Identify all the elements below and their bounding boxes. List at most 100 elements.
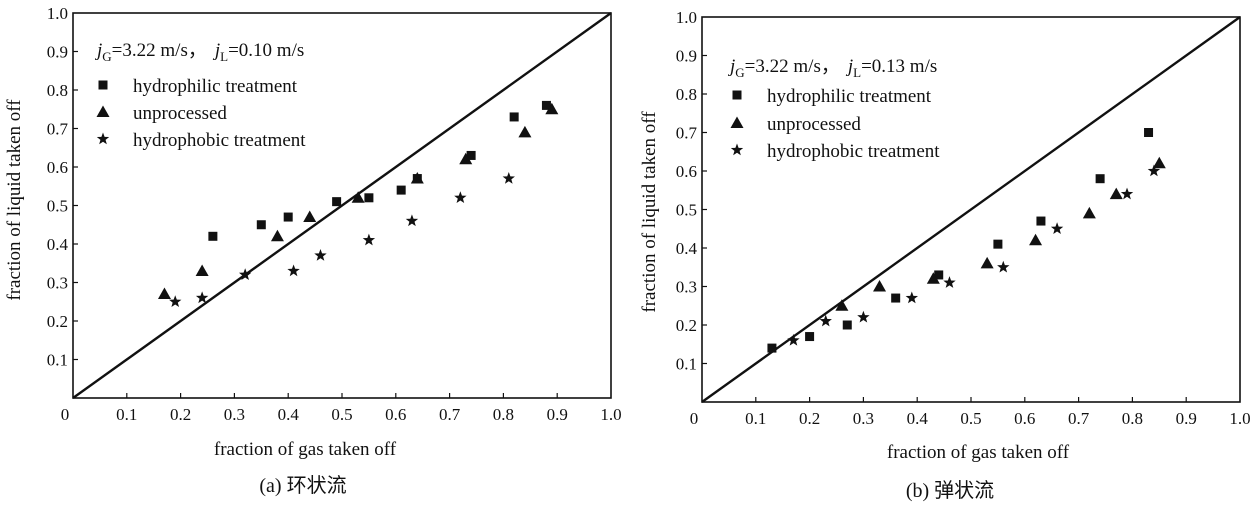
point-star xyxy=(1050,222,1064,235)
point-triangle xyxy=(303,210,317,223)
x-tick-label: 0.4 xyxy=(907,409,929,428)
x-tick-label: 0.8 xyxy=(493,405,514,424)
point-square xyxy=(1036,216,1046,226)
point-square xyxy=(283,212,293,222)
triangle-icon xyxy=(96,105,110,117)
y-tick-label: 0.7 xyxy=(676,124,698,143)
point-triangle xyxy=(351,191,365,203)
point-star xyxy=(238,268,252,281)
point-star xyxy=(905,291,918,304)
x-tick-label: 0.2 xyxy=(170,405,191,424)
x-tick-label: 0.1 xyxy=(745,409,766,428)
jg-value: =3.22 m/s， xyxy=(745,56,840,77)
jg-subscript: G xyxy=(102,49,111,64)
y-tick-label: 0.9 xyxy=(676,47,697,66)
jg-subscript: G xyxy=(735,65,744,80)
point-star xyxy=(787,333,800,346)
jl-symbol: j xyxy=(212,40,220,61)
legend-star-icon xyxy=(730,143,744,156)
y-tick-label: 0.4 xyxy=(47,235,69,254)
x-tick-label: 0.9 xyxy=(547,405,568,424)
point-square xyxy=(993,239,1003,249)
point-triangle xyxy=(545,102,559,115)
point-square xyxy=(256,220,266,230)
point-square xyxy=(396,185,406,195)
x-tick-label: 0.5 xyxy=(960,409,981,428)
y-tick-label: 0.8 xyxy=(676,85,697,104)
legend-label-hydrophobic: hydrophobic treatment xyxy=(133,130,306,151)
legend-triangle-icon xyxy=(96,105,110,117)
x-tick-label: 0 xyxy=(61,405,70,424)
triangle-icon xyxy=(730,116,744,128)
point-star xyxy=(169,295,182,308)
legend-label-hydrophobic: hydrophobic treatment xyxy=(767,141,940,162)
point-square xyxy=(332,197,342,207)
data-marks xyxy=(767,128,1166,353)
point-triangle xyxy=(270,229,284,242)
legend: hydrophilic treatment unprocessed hydrop… xyxy=(730,86,940,162)
y-tick-label: 1.0 xyxy=(47,4,68,23)
legend-square-icon xyxy=(98,80,108,90)
jl-subscript: L xyxy=(853,65,861,80)
x-tick-label: 0.6 xyxy=(385,405,406,424)
diagonal-line xyxy=(701,16,1241,403)
x-tick-label: 1.0 xyxy=(600,405,621,424)
jg-symbol: j xyxy=(727,56,735,77)
y-tick-label: 0.1 xyxy=(676,355,697,374)
x-tick-label: 0.8 xyxy=(1122,409,1143,428)
y-tick-label: 0.5 xyxy=(47,197,68,216)
point-triangle xyxy=(926,272,940,284)
jl-subscript: L xyxy=(220,49,228,64)
y-tick-label: 0.6 xyxy=(676,162,697,181)
jl-symbol: j xyxy=(845,56,853,77)
data-marks xyxy=(157,100,559,308)
legend: hydrophilic treatment unprocessed hydrop… xyxy=(96,76,306,151)
jl-value: =0.13 m/s xyxy=(861,56,937,77)
x-axis-title: fraction of gas taken off xyxy=(214,439,397,460)
jl-value: =0.10 m/s xyxy=(228,40,304,61)
point-square xyxy=(934,270,944,280)
legend-label-unprocessed: unprocessed xyxy=(133,103,227,124)
x-tick-label: 0.9 xyxy=(1176,409,1197,428)
ticks: 0 0.1 0.2 0.3 0.4 0.5 0.6 0.7 0.8 0.9 1.0 0.1 0.2 0.3… xyxy=(676,8,1251,428)
x-tick-label: 0 xyxy=(690,409,699,428)
y-tick-label: 0.3 xyxy=(676,278,697,297)
jg-value: =3.22 m/s， xyxy=(112,40,207,61)
y-axis-title: fraction of liquid taken off xyxy=(639,111,660,313)
point-star xyxy=(362,233,376,246)
x-tick-label: 0.1 xyxy=(116,405,137,424)
point-square xyxy=(805,332,815,342)
y-tick-label: 0.9 xyxy=(47,43,68,62)
y-tick-label: 0.5 xyxy=(676,201,697,220)
point-square xyxy=(208,231,218,241)
legend-label-unprocessed: unprocessed xyxy=(767,114,861,135)
y-tick-label: 0.3 xyxy=(47,274,68,293)
point-triangle xyxy=(1109,187,1123,200)
point-square xyxy=(364,193,374,203)
legend-label-hydrophilic: hydrophilic treatment xyxy=(767,86,932,107)
y-tick-label: 0.8 xyxy=(47,81,68,100)
point-star xyxy=(1120,187,1134,200)
caption: (b) 弹状流 xyxy=(906,479,994,502)
x-tick-label: 0.3 xyxy=(853,409,874,428)
point-square xyxy=(842,320,852,330)
point-square xyxy=(1144,128,1154,137)
legend-square-icon xyxy=(732,90,742,100)
point-square xyxy=(891,293,901,303)
y-axis-title: fraction of liquid taken off xyxy=(4,99,25,301)
point-square xyxy=(767,343,777,353)
star-icon xyxy=(96,132,110,145)
point-triangle xyxy=(410,172,424,184)
y-tick-label: 0.4 xyxy=(676,239,698,258)
panel-a: 0 0.1 0.2 0.3 0.4 0.5 0.6 0.7 0.8 0.9 1.0 0.1 0.2 0.3… xyxy=(4,4,622,497)
legend-label-hydrophilic: hydrophilic treatment xyxy=(133,76,298,97)
point-star xyxy=(1147,164,1161,177)
point-star xyxy=(314,249,327,261)
point-triangle xyxy=(1029,233,1043,246)
point-square xyxy=(466,150,476,160)
x-tick-label: 0.5 xyxy=(331,405,352,424)
x-tick-label: 0.4 xyxy=(278,405,300,424)
diagonal-line xyxy=(72,12,612,399)
y-tick-label: 0.6 xyxy=(47,158,68,177)
